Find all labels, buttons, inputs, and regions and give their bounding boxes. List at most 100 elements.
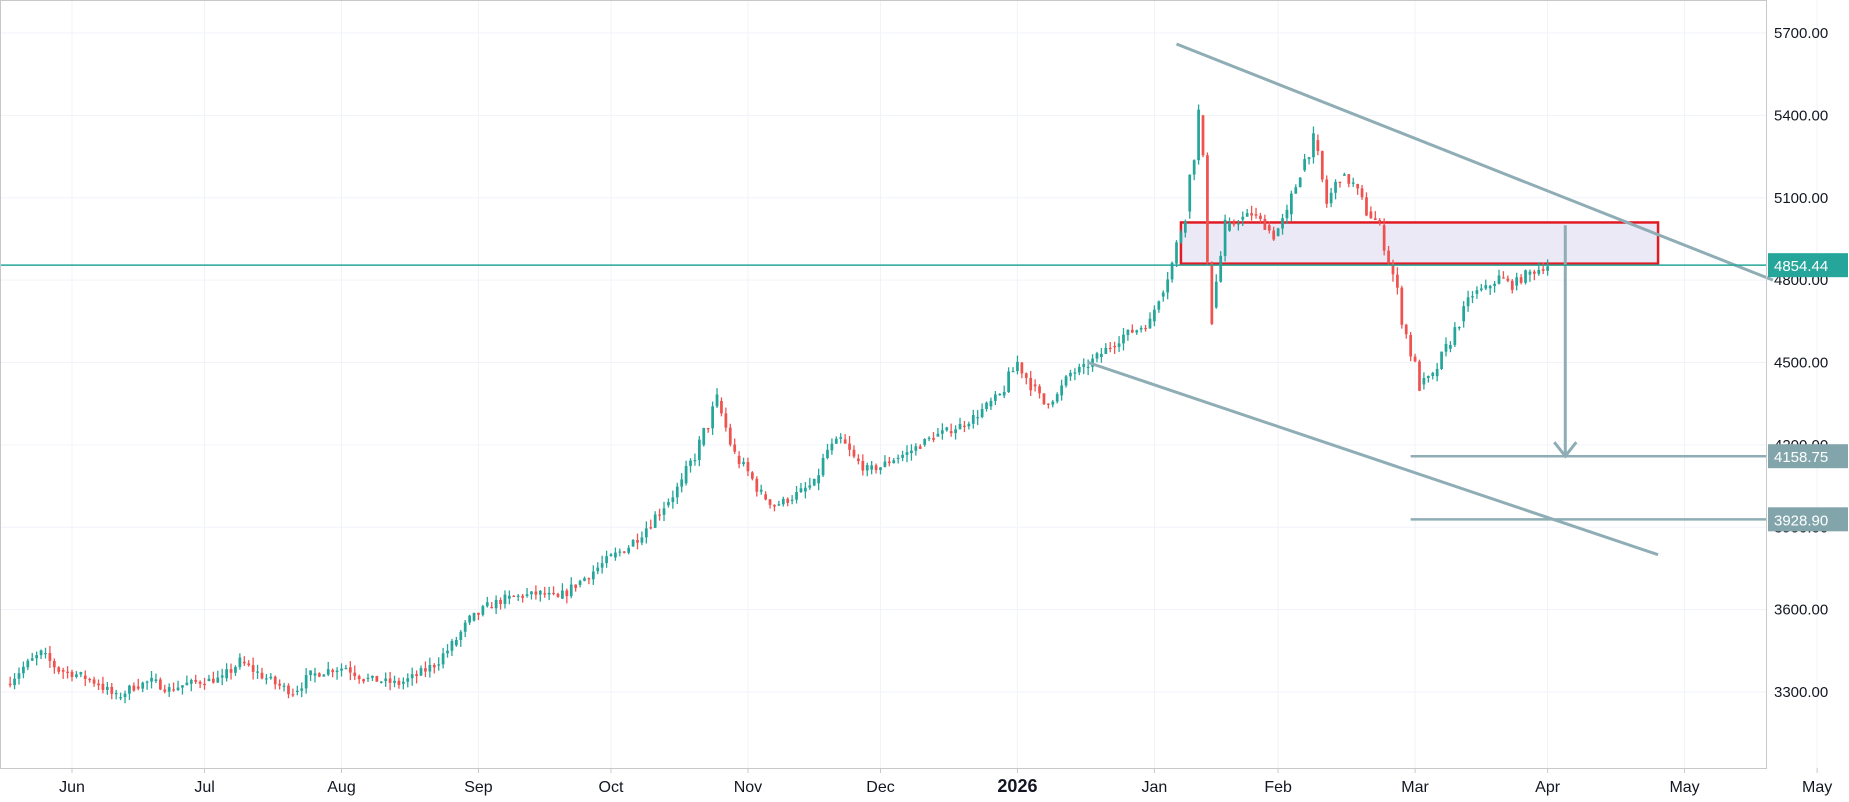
candle-body [1475,290,1479,294]
candle-body [1312,133,1315,158]
candle-body [949,431,953,434]
candle [212,671,215,684]
candle [1329,187,1333,208]
candle-body [971,415,975,424]
candle-body [870,465,874,470]
candle-body [300,688,304,691]
candle-body [481,606,485,615]
candle-body [1263,218,1267,230]
candle-body [494,599,498,609]
candle-body [627,547,631,553]
candle [48,646,52,668]
candle-body [521,595,525,598]
candle-body [808,485,812,488]
candle [534,585,538,600]
candle [1320,150,1324,183]
candle-body [543,593,547,595]
candle-body [83,675,87,679]
candle [247,660,251,667]
candle [998,393,1002,396]
candle [958,417,962,430]
candle-body [1285,209,1289,219]
candle-body [508,595,511,599]
candle [804,482,807,499]
candle-body [1024,373,1028,378]
candle [1413,353,1417,363]
candle-body [777,504,781,506]
candle-body [101,683,105,690]
candle [631,539,635,547]
candle-body [861,461,865,471]
candle-body [874,465,878,471]
candle [92,676,96,687]
candle-body [251,665,255,672]
candle-body [1236,223,1240,225]
candle [1546,259,1549,276]
candle [1338,181,1342,188]
candle [777,500,781,507]
candle [817,468,821,491]
candle-body [1033,384,1037,387]
candle-body [362,679,365,682]
candle-body [424,668,427,672]
candle-body [1532,271,1536,274]
candle [1055,392,1059,404]
candle-body [1409,335,1413,357]
candle-body [212,678,215,683]
candle [1161,290,1165,302]
candle-body [967,423,971,427]
candle [410,667,414,686]
candle [702,427,706,447]
candle [61,667,65,679]
candle [1051,399,1055,408]
candle [1519,274,1523,285]
candle [887,456,891,467]
candle-body [1245,213,1249,217]
candle [384,672,388,687]
candle-body [927,437,931,440]
candle [172,682,175,692]
candle-body [304,675,308,689]
candle [578,579,582,588]
candle-body [432,664,436,668]
candle [220,668,224,686]
candle-body [1546,266,1549,271]
candle [1435,363,1439,382]
candle-body [976,417,980,419]
candle-body [1214,281,1218,308]
candle [225,663,228,682]
candle-body [631,540,635,547]
candle [989,397,993,411]
candle-body [1020,362,1024,374]
resistance-zone-layer [1179,221,1660,265]
candle [167,683,171,697]
candle-body [1320,151,1324,180]
candle [123,690,127,704]
candle-body [697,439,701,461]
candle-body [278,683,282,686]
candle-body [326,669,330,675]
candle-body [587,578,591,580]
candle [499,597,502,610]
candle-body [247,663,251,666]
candle-body [795,492,798,500]
candle [1285,204,1289,224]
candle [406,673,410,688]
candle [1351,177,1355,187]
candle [1223,214,1227,262]
candle [1144,324,1147,332]
candle-body [198,681,202,684]
candle-body [114,692,118,695]
candle [967,421,971,430]
candle [1064,374,1068,388]
candle-body [1422,377,1426,385]
candle [1095,351,1099,363]
candle [980,403,984,419]
candle-body [366,677,370,680]
candle [552,586,555,596]
candle-body [176,687,180,691]
candle-body [348,667,352,673]
candle-body [17,673,21,679]
candle-body [1170,262,1174,280]
